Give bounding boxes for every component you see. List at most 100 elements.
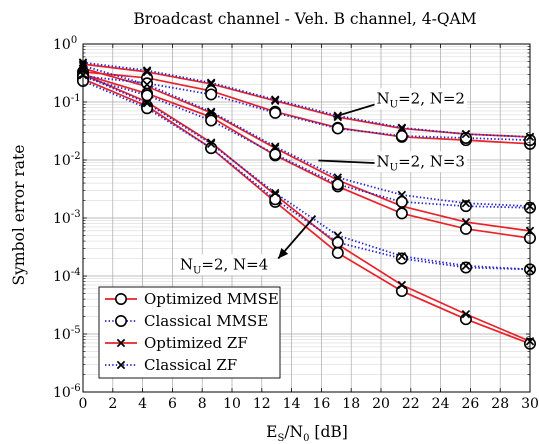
data-point — [395, 207, 408, 220]
marker-stroke — [271, 95, 280, 104]
data-point — [205, 114, 218, 127]
x-tick-label: 18 — [342, 396, 360, 412]
data-point — [271, 142, 280, 151]
data-point — [459, 200, 472, 213]
legend-label: Optimized MMSE — [144, 290, 279, 308]
data-point — [395, 129, 408, 142]
axis-ticks: 0 2 4 6 8 10 12 14 16 18 20 22 24 26 28 3010010-110-210… — [53, 35, 539, 412]
legend-label: Classical MMSE — [144, 312, 268, 330]
marker-stroke — [206, 139, 216, 149]
data-point — [459, 222, 472, 235]
data-point — [331, 246, 344, 259]
x-tick-label: 6 — [168, 396, 177, 412]
x-tick-label: 22 — [402, 396, 420, 412]
marker-stroke — [116, 360, 126, 370]
series-line — [82, 75, 531, 142]
data-point — [271, 188, 280, 198]
data-point — [206, 139, 216, 149]
x-tick-label: 8 — [198, 396, 207, 412]
annotation-background — [374, 88, 467, 110]
x-tick-label: 30 — [521, 396, 539, 412]
annotation-label: NU=2, N=3 — [377, 152, 465, 173]
marker-stroke — [397, 251, 407, 261]
data-point — [397, 280, 407, 290]
x-tick-label: 26 — [461, 396, 479, 412]
x-tick-label: 10 — [223, 396, 241, 412]
marker-stroke — [142, 66, 152, 75]
x-tick-label: 14 — [283, 396, 301, 412]
marker-stroke — [397, 190, 407, 200]
annotations: NU=2, N=2 NU=2, N=3 NU=2, N=4 — [177, 88, 467, 276]
legend: Optimized MMSE Classical MMSE Optimized ZF… — [98, 286, 281, 379]
series-line — [82, 63, 531, 138]
marker-stroke — [333, 173, 342, 182]
x-tick-label: 0 — [79, 396, 88, 412]
data-point — [206, 78, 216, 87]
marker-stroke — [333, 231, 342, 240]
series-line — [82, 73, 531, 239]
data-point — [331, 178, 344, 191]
data-point — [206, 107, 216, 116]
marker-stroke — [461, 129, 471, 139]
annotation-label: NU=2, N=4 — [180, 255, 268, 276]
marker-stroke — [397, 123, 407, 132]
data-point — [461, 217, 471, 227]
data-point — [397, 251, 407, 261]
x-tick-label: 24 — [432, 396, 450, 412]
marker-stroke — [116, 338, 126, 348]
data-point — [395, 285, 408, 298]
annotation-arrowhead — [278, 248, 289, 259]
data-point — [331, 236, 344, 249]
y-tick-label: 10-1 — [53, 93, 81, 111]
marker-stroke — [461, 217, 471, 227]
data-point — [205, 88, 218, 101]
data-point — [397, 190, 407, 200]
series-line — [82, 73, 531, 343]
legend-marker — [115, 314, 128, 327]
x-tick-label: 20 — [372, 396, 390, 412]
data-point — [142, 99, 152, 108]
x-axis-label: ES/N0 [dB] — [266, 423, 348, 444]
series-line — [82, 76, 531, 209]
data-point — [461, 309, 471, 319]
chart-title: Broadcast channel - Veh. B channel, 4-QA… — [133, 10, 476, 28]
legend-marker — [116, 360, 126, 370]
y-tick-label: 10-4 — [53, 267, 81, 285]
data-point — [461, 198, 471, 208]
data-point — [269, 106, 282, 119]
marker-stroke — [142, 67, 152, 77]
series-line — [82, 78, 531, 345]
marker-stroke — [142, 80, 152, 89]
data-point — [395, 252, 408, 265]
annotation-background — [374, 151, 467, 173]
marker-stroke — [206, 78, 216, 87]
y-tick-label: 10-6 — [53, 383, 81, 401]
y-tick-label: 10-3 — [53, 209, 81, 227]
legend-box — [98, 286, 281, 379]
marker-stroke — [271, 188, 280, 198]
data-point — [141, 102, 154, 115]
marker-stroke — [461, 261, 471, 270]
data-point — [271, 95, 280, 104]
marker-stroke — [142, 99, 152, 108]
marker-stroke — [271, 142, 280, 151]
y-tick-label: 10-5 — [53, 325, 81, 343]
marker-stroke — [461, 198, 471, 208]
y-axis-label: Symbol error rate — [10, 145, 28, 286]
data-point — [461, 261, 471, 270]
marker-stroke — [461, 309, 471, 319]
data-point — [331, 122, 344, 135]
data-point — [461, 129, 471, 139]
data-point — [459, 131, 472, 144]
x-tick-label: 12 — [253, 396, 271, 412]
data-point — [459, 261, 472, 274]
marker-stroke — [397, 280, 407, 290]
legend-label: Optimized ZF — [144, 334, 248, 352]
data-point — [459, 313, 472, 326]
legend-marker — [116, 338, 126, 348]
marker-stroke — [206, 107, 216, 116]
legend-marker — [115, 292, 128, 305]
data-point — [333, 231, 342, 240]
data-point — [142, 67, 152, 77]
data-point — [333, 173, 342, 182]
